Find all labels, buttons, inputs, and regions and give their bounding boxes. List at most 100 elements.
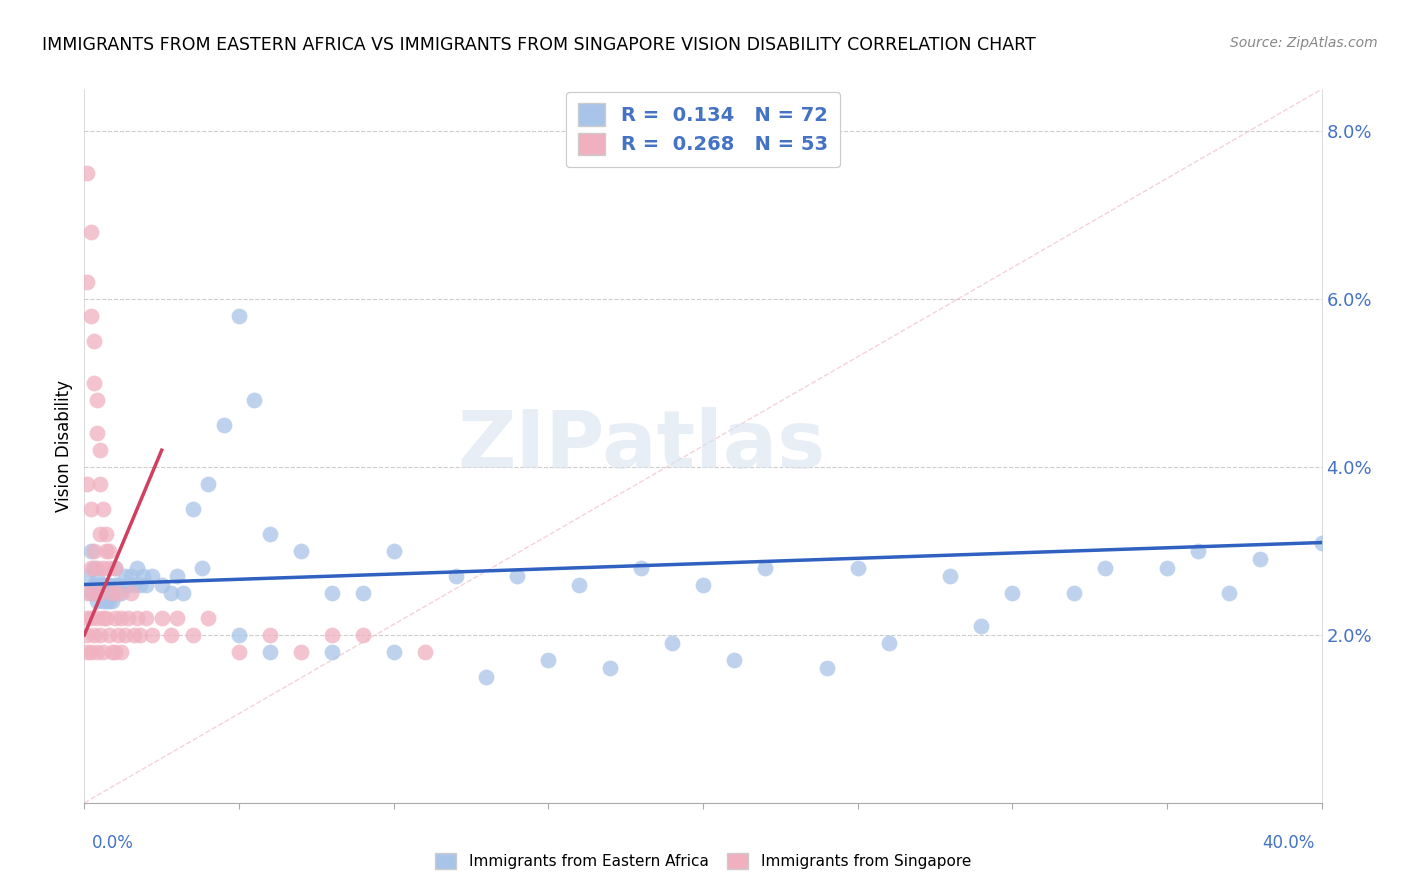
Point [1218, 586, 1240, 600]
Point [1001, 586, 1024, 600]
Point [101, 594, 124, 608]
Y-axis label: Vision Disability: Vision Disability [55, 380, 73, 512]
Point [228, 645, 250, 659]
Point [191, 560, 214, 574]
Point [94, 611, 117, 625]
Point [83, 334, 105, 348]
Point [661, 636, 683, 650]
Point [352, 586, 374, 600]
Point [89, 586, 111, 600]
Point [89, 586, 111, 600]
Point [101, 645, 124, 659]
Point [970, 619, 993, 633]
Point [94, 594, 117, 608]
Point [114, 569, 136, 583]
Text: Source: ZipAtlas.com: Source: ZipAtlas.com [1230, 36, 1378, 50]
Point [110, 611, 132, 625]
Point [76, 275, 98, 289]
Point [181, 502, 204, 516]
Point [76, 166, 98, 180]
Point [1310, 535, 1333, 549]
Point [89, 527, 111, 541]
Point [104, 560, 127, 574]
Point [846, 560, 869, 574]
Point [76, 476, 98, 491]
Point [290, 544, 312, 558]
Point [86, 560, 108, 574]
Point [132, 569, 155, 583]
Point [89, 628, 111, 642]
Text: ZIPatlas: ZIPatlas [457, 407, 825, 485]
Point [86, 569, 108, 583]
Point [107, 586, 129, 600]
Point [104, 611, 127, 625]
Point [228, 628, 250, 642]
Point [76, 569, 98, 583]
Text: IMMIGRANTS FROM EASTERN AFRICA VS IMMIGRANTS FROM SINGAPORE VISION DISABILITY CO: IMMIGRANTS FROM EASTERN AFRICA VS IMMIGR… [42, 36, 1036, 54]
Point [83, 376, 105, 390]
Point [117, 577, 139, 591]
Point [382, 544, 405, 558]
Point [91, 594, 114, 608]
Point [79, 502, 101, 516]
Point [104, 645, 127, 659]
Point [83, 577, 105, 591]
Point [150, 577, 173, 591]
Point [135, 611, 157, 625]
Point [568, 577, 591, 591]
Point [1063, 586, 1085, 600]
Point [212, 417, 235, 432]
Point [321, 586, 343, 600]
Point [76, 645, 98, 659]
Point [110, 586, 132, 600]
Point [98, 594, 121, 608]
Point [76, 586, 98, 600]
Text: 0.0%: 0.0% [91, 834, 134, 852]
Point [89, 577, 111, 591]
Point [172, 586, 194, 600]
Point [135, 577, 157, 591]
Point [86, 611, 108, 625]
Point [692, 577, 714, 591]
Point [83, 586, 105, 600]
Point [117, 611, 139, 625]
Point [120, 569, 142, 583]
Point [101, 586, 124, 600]
Point [141, 628, 163, 642]
Point [91, 577, 114, 591]
Point [94, 577, 117, 591]
Point [86, 594, 108, 608]
Point [321, 645, 343, 659]
Point [91, 645, 114, 659]
Legend: R =  0.134   N = 72, R =  0.268   N = 53: R = 0.134 N = 72, R = 0.268 N = 53 [567, 92, 839, 167]
Point [444, 569, 467, 583]
Point [122, 628, 145, 642]
Point [1156, 560, 1178, 574]
Point [91, 560, 114, 574]
Point [83, 560, 105, 574]
Point [1187, 544, 1209, 558]
Point [160, 586, 183, 600]
Point [107, 577, 129, 591]
Point [129, 577, 152, 591]
Point [259, 527, 281, 541]
Point [160, 628, 183, 642]
Point [89, 443, 111, 458]
Point [259, 628, 281, 642]
Point [89, 476, 111, 491]
Point [290, 645, 312, 659]
Point [321, 628, 343, 642]
Point [79, 309, 101, 323]
Point [79, 645, 101, 659]
Point [125, 560, 148, 574]
Point [150, 611, 173, 625]
Point [86, 645, 108, 659]
Point [79, 611, 101, 625]
Point [110, 645, 132, 659]
Point [120, 586, 142, 600]
Point [141, 569, 163, 583]
Point [79, 560, 101, 574]
Point [94, 544, 117, 558]
Point [197, 476, 219, 491]
Point [181, 628, 204, 642]
